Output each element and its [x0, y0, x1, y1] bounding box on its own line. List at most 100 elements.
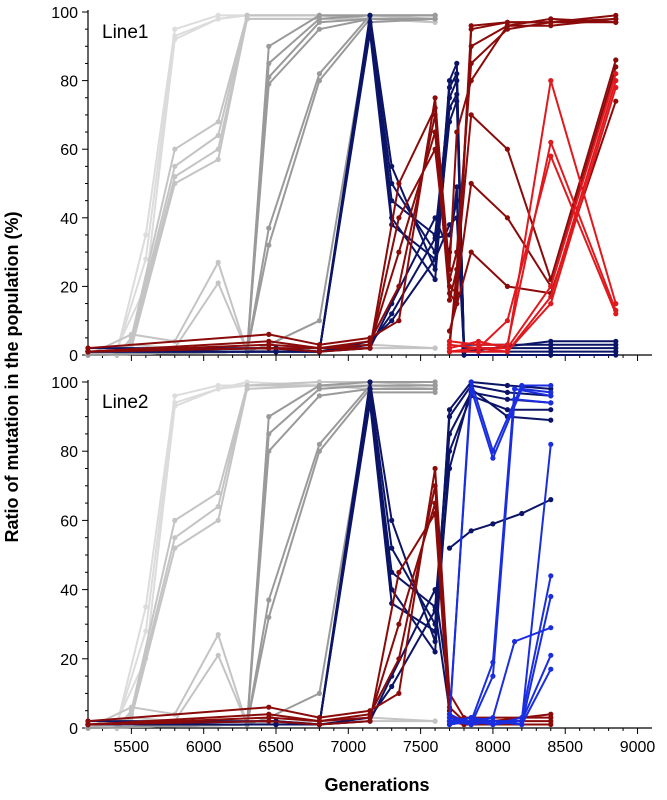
y-tick-label: 60	[60, 513, 78, 530]
data-point	[446, 119, 453, 125]
x-tick-label: 6500	[258, 739, 294, 756]
series-line-dark-red	[448, 59, 617, 349]
data-point	[432, 510, 438, 517]
data-point	[468, 60, 474, 66]
data-point	[504, 146, 510, 152]
data-point	[548, 16, 554, 22]
y-tick-label: 100	[51, 375, 78, 392]
data-point	[432, 483, 438, 489]
data-point	[519, 721, 525, 728]
data-point	[446, 276, 453, 283]
y-tick-label: 100	[51, 5, 78, 22]
data-point	[396, 249, 402, 255]
data-point	[215, 386, 221, 392]
data-point	[548, 301, 554, 307]
data-point	[143, 232, 149, 238]
data-point	[446, 407, 453, 413]
y-tick-label: 80	[60, 74, 78, 91]
data-point	[454, 184, 460, 190]
data-point	[468, 721, 474, 728]
y-axis-title: Ratio of mutation in the population (%)	[2, 212, 22, 543]
data-point	[172, 403, 178, 409]
data-point	[316, 441, 322, 447]
data-point	[316, 78, 322, 84]
data-point	[389, 545, 395, 551]
data-point	[504, 389, 510, 395]
data-point	[446, 297, 453, 303]
data-point	[548, 625, 554, 631]
series-line-navy	[88, 24, 616, 353]
data-point	[504, 215, 510, 221]
data-point	[266, 242, 272, 248]
data-point	[316, 318, 322, 324]
data-point	[446, 95, 453, 101]
data-point	[548, 407, 554, 413]
data-point	[128, 704, 134, 710]
data-point	[396, 318, 402, 324]
data-point	[446, 222, 453, 228]
data-point	[215, 632, 221, 638]
y-tick-label: 80	[60, 444, 78, 461]
data-point	[432, 95, 438, 101]
data-point	[446, 78, 453, 84]
data-point	[316, 690, 322, 697]
data-point	[548, 400, 554, 406]
y-tick-label: 20	[60, 279, 78, 296]
data-point	[468, 379, 474, 385]
data-point	[613, 98, 619, 104]
data-point	[215, 652, 221, 658]
data-point	[172, 174, 178, 180]
y-tick-label: 20	[60, 652, 78, 669]
y-tick-label: 40	[60, 583, 78, 600]
data-point	[215, 517, 221, 524]
data-point	[432, 500, 438, 506]
panel-line1: 0 20 40 60 80 100 Line1	[51, 5, 652, 365]
data-point	[432, 215, 438, 221]
data-point	[367, 29, 373, 36]
panel-label: Line1	[102, 22, 149, 43]
data-point	[548, 593, 554, 600]
data-point	[215, 280, 221, 286]
data-point	[613, 12, 619, 18]
data-point	[432, 16, 438, 22]
data-point	[367, 12, 373, 18]
data-point	[367, 345, 373, 351]
data-point	[548, 153, 554, 159]
series-line-red	[449, 79, 617, 350]
data-point	[468, 112, 474, 118]
data-point	[468, 249, 474, 255]
data-point	[266, 718, 272, 724]
data-point	[490, 455, 496, 461]
series-line-dark-red	[87, 14, 616, 353]
data-point	[215, 119, 221, 125]
data-point	[266, 331, 272, 337]
data-point	[273, 721, 279, 728]
data-point	[468, 43, 474, 49]
data-point	[454, 215, 460, 221]
data-point	[454, 60, 460, 66]
data-point	[266, 74, 272, 80]
data-point	[244, 16, 250, 22]
data-point	[504, 382, 510, 389]
data-point	[396, 621, 402, 627]
data-point	[266, 225, 272, 231]
data-point	[172, 36, 178, 43]
data-point	[446, 448, 453, 454]
data-point	[446, 545, 453, 551]
data-point	[613, 338, 619, 344]
data-point	[475, 338, 482, 344]
data-point	[548, 721, 554, 728]
data-point	[446, 349, 453, 355]
data-point	[548, 382, 554, 389]
data-point	[172, 163, 178, 169]
x-tick-label: 7500	[403, 739, 439, 756]
data-point	[548, 441, 554, 447]
data-point	[215, 490, 221, 496]
x-tick-label: 6000	[186, 739, 222, 756]
data-point	[172, 180, 178, 187]
data-point	[432, 256, 438, 262]
x-tick-label: 8000	[475, 739, 511, 756]
data-point	[215, 16, 221, 22]
data-point	[490, 521, 496, 527]
data-point	[432, 718, 438, 724]
